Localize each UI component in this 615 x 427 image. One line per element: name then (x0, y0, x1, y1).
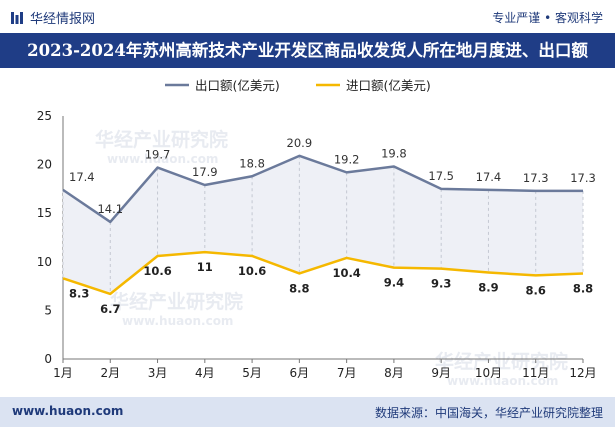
x-tick-label: 3月 (148, 366, 168, 380)
export-data-label: 19.8 (381, 147, 407, 161)
y-tick-label: 10 (37, 255, 52, 269)
series-lines (62, 154, 584, 296)
import-data-label: 10.6 (143, 264, 171, 278)
export-line (62, 154, 583, 224)
watermark-text: 华经产业研究院 (110, 290, 243, 313)
export-data-label: 17.3 (570, 171, 596, 185)
export-data-label: 14.1 (97, 202, 123, 216)
import-data-label: 9.4 (384, 276, 404, 290)
watermark-text: 华经产业研究院 (435, 350, 568, 373)
legend: 出口额(亿美元) 进口额(亿美元) (165, 78, 431, 93)
import-data-label: 8.6 (526, 283, 546, 297)
chart: 华经产业研究院www.huaon.com华经产业研究院www.huaon.com… (37, 78, 597, 388)
footer-website: www.huaon.com (12, 404, 124, 418)
export-data-label: 19.7 (145, 148, 171, 162)
import-data-label: 8.9 (478, 280, 498, 294)
y-tick-label: 25 (37, 109, 52, 123)
x-tick-label: 6月 (290, 366, 310, 380)
export-data-label: 19.2 (334, 152, 360, 166)
export-data-label: 20.9 (287, 136, 313, 150)
x-tick-label: 1月 (53, 366, 73, 380)
legend-label: 出口额(亿美元) (195, 78, 280, 93)
export-data-label: 18.8 (239, 156, 265, 170)
import-data-label: 6.7 (100, 302, 120, 316)
y-tick-label: 20 (37, 158, 52, 172)
x-tick-label: 5月 (242, 366, 262, 380)
import-data-label: 10.4 (332, 266, 360, 280)
x-tick-label: 8月 (384, 366, 404, 380)
x-tick-label: 12月 (569, 366, 596, 380)
watermark-url: www.huaon.com (447, 374, 558, 388)
watermark-url: www.huaon.com (122, 314, 233, 328)
brand: 华经情报网 (10, 8, 95, 27)
export-data-label: 17.9 (192, 165, 218, 179)
export-data-label: 17.4 (476, 170, 502, 184)
watermarks: 华经产业研究院www.huaon.com华经产业研究院www.huaon.com… (95, 128, 568, 388)
y-tick-label: 5 (44, 303, 52, 317)
footer: www.huaon.com 数据来源：中国海关，华经产业研究院整理 (0, 397, 615, 427)
y-tick-label: 0 (44, 352, 52, 366)
brand-name: 华经情报网 (30, 12, 96, 27)
y-tick-label: 15 (37, 206, 52, 220)
x-tick-label: 10月 (475, 366, 502, 380)
export-data-label: 17.4 (69, 170, 95, 184)
x-tick-label: 11月 (522, 366, 549, 380)
watermark-url: www.huaon.com (107, 152, 218, 166)
import-data-label: 8.8 (573, 281, 593, 295)
import-data-label: 8.3 (69, 286, 89, 300)
brand-logo-icon (11, 11, 23, 24)
data-labels: 17.4 14.1 19.7 17.9 18.8 20.9 19.2 19.8 17.5 17.4… (69, 136, 596, 316)
import-data-label: 10.6 (238, 264, 266, 278)
x-axis: 1月 2月 3月 4月 5月 6月 7月 8月 9月 10月 11月 12月 (53, 358, 597, 380)
x-tick-label: 7月 (337, 366, 357, 380)
drop-lines (62, 155, 584, 294)
export-data-label: 17.5 (428, 169, 454, 183)
chart-title: 2023-2024年苏州高新技术产业开发区商品收发货人所在地月度进、出口额 (0, 33, 615, 68)
y-axis: 0 5 10 15 20 25 (37, 109, 64, 366)
export-data-label: 17.3 (523, 171, 549, 185)
tagline: 专业严谨 • 客观科学 (492, 11, 603, 25)
import-line (62, 250, 584, 296)
import-data-label: 9.3 (431, 277, 451, 291)
footer-source: 数据来源：中国海关，华经产业研究院整理 (374, 406, 603, 420)
x-tick-label: 9月 (431, 366, 451, 380)
top-bar: 华经情报网 专业严谨 • 客观科学 (0, 0, 615, 33)
import-data-label: 11 (197, 260, 213, 274)
legend-label: 进口额(亿美元) (346, 78, 431, 93)
x-tick-label: 2月 (100, 366, 120, 380)
watermark-text: 华经产业研究院 (95, 128, 228, 151)
import-data-label: 8.8 (289, 281, 309, 295)
x-tick-label: 4月 (195, 366, 215, 380)
